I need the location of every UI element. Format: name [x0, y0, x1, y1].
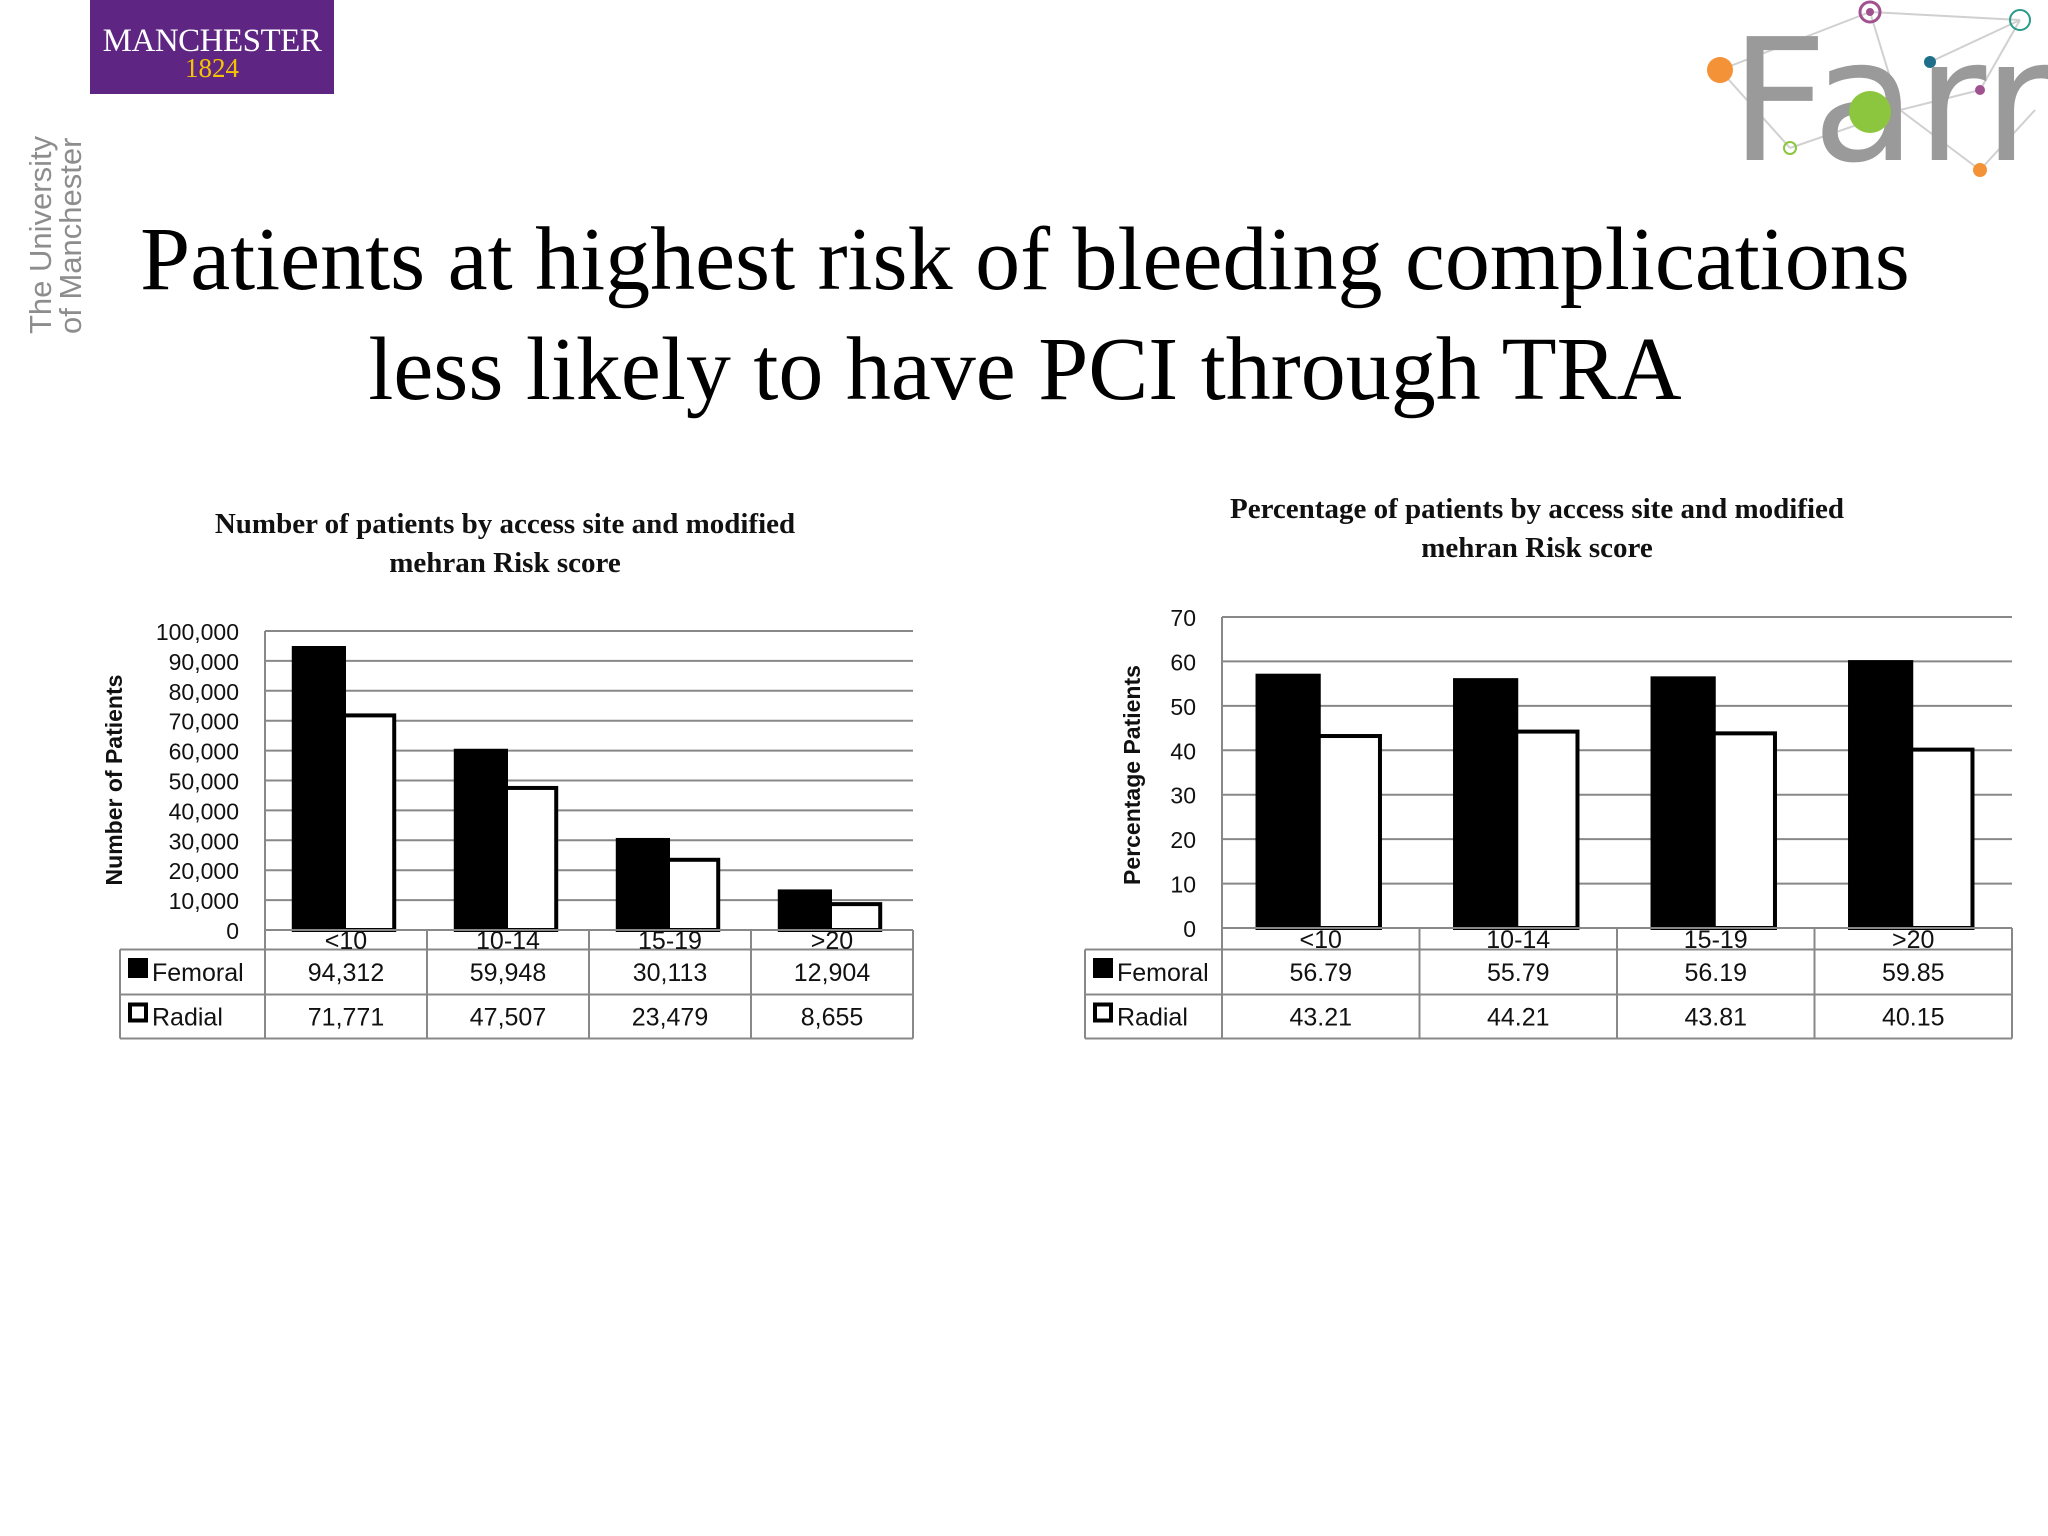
bar-femoral	[1848, 660, 1914, 930]
y-tick-label: 60	[1170, 649, 1196, 675]
y-tick-label: 30,000	[169, 828, 239, 854]
y-tick-label: 90,000	[169, 649, 239, 675]
chart-title: Percentage of patients by access site an…	[1230, 493, 1844, 525]
legend-label: Femoral	[1117, 959, 1209, 987]
y-tick-label: 50	[1170, 694, 1196, 720]
y-tick-label: 60,000	[169, 739, 239, 765]
x-category-label: 15-19	[1684, 926, 1748, 954]
data-table-value: 30,113	[633, 959, 708, 987]
data-table-value: 71,771	[308, 1004, 384, 1032]
bar-femoral	[615, 837, 671, 933]
chart-title: mehran Risk score	[389, 547, 621, 579]
y-tick-label: 10	[1170, 872, 1196, 898]
y-tick-label: 20	[1170, 827, 1196, 853]
y-tick-label: 40	[1170, 738, 1196, 764]
page-title-line1: Patients at highest risk of bleeding com…	[140, 210, 1910, 309]
legend-label: Radial	[152, 1004, 223, 1032]
bar-femoral	[1650, 676, 1716, 930]
y-tick-label: 20,000	[169, 858, 239, 884]
page-title: Patients at highest risk of bleeding com…	[100, 205, 1950, 425]
page-title-line2: less likely to have PCI through TRA	[368, 320, 1682, 419]
bar-femoral	[1453, 678, 1519, 930]
data-table-value: 40.15	[1882, 1004, 1945, 1032]
y-tick-label: 70,000	[169, 709, 239, 735]
farr-logo-text: Farr	[1730, 3, 2048, 190]
legend-key-femoral	[1093, 958, 1113, 978]
logo-year: 1824	[185, 53, 239, 83]
data-table-value: 59,948	[470, 959, 546, 987]
university-logo: MANCHESTER 1824	[90, 0, 334, 94]
legend-key-radial	[128, 1002, 148, 1023]
bar-radial	[1711, 731, 1777, 930]
x-category-label: 10-14	[1486, 926, 1550, 954]
legend-label: Radial	[1117, 1004, 1188, 1032]
bar-femoral	[1255, 673, 1321, 930]
chart-title: mehran Risk score	[1421, 532, 1653, 564]
x-category-label: >20	[811, 927, 853, 955]
data-table-value: 44.21	[1487, 1004, 1550, 1032]
legend-label: Femoral	[152, 959, 244, 987]
x-category-label: 10-14	[476, 927, 540, 955]
data-table-value: 12,904	[794, 959, 871, 987]
x-category-label: <10	[325, 927, 367, 955]
data-table-value: 47,507	[470, 1004, 546, 1032]
legend-key-radial	[1093, 1002, 1113, 1023]
bar-radial	[1514, 729, 1580, 931]
y-tick-label: 10,000	[169, 888, 239, 914]
x-category-label: <10	[1300, 926, 1342, 954]
bar-femoral	[453, 748, 508, 933]
y-tick-label: 30	[1170, 783, 1196, 809]
data-table-value: 43.21	[1289, 1004, 1352, 1032]
y-tick-label: 0	[226, 918, 239, 944]
data-table-value: 56.79	[1289, 959, 1352, 987]
bar-radial	[1909, 747, 1975, 930]
logo-wordmark: MANCHESTER	[102, 23, 322, 59]
y-tick-label: 100,000	[156, 619, 239, 645]
y-axis-label: Percentage Patients	[1119, 665, 1145, 885]
legend-key-femoral	[128, 958, 148, 978]
chart-title: Number of patients by access site and mo…	[215, 508, 795, 540]
x-category-label: >20	[1892, 926, 1934, 954]
data-table-value: 59.85	[1882, 959, 1945, 987]
y-tick-label: 0	[1183, 916, 1196, 942]
y-tick-label: 70	[1170, 605, 1196, 631]
farr-logo-icon: Farr	[1707, 0, 2048, 190]
y-axis-label: Number of Patients	[101, 675, 127, 886]
data-table-value: 56.19	[1684, 959, 1747, 987]
bar-radial	[666, 857, 721, 932]
y-tick-label: 40,000	[169, 798, 239, 824]
y-tick-label: 80,000	[169, 679, 239, 705]
data-table-value: 94,312	[308, 959, 384, 987]
data-table-value: 8,655	[801, 1004, 864, 1032]
data-table-value: 55.79	[1487, 959, 1550, 987]
bar-radial	[1316, 734, 1382, 931]
data-table-value: 23,479	[632, 1004, 708, 1032]
data-table-value: 43.81	[1684, 1004, 1747, 1032]
y-tick-label: 50,000	[169, 769, 239, 795]
x-category-label: 15-19	[638, 927, 702, 955]
